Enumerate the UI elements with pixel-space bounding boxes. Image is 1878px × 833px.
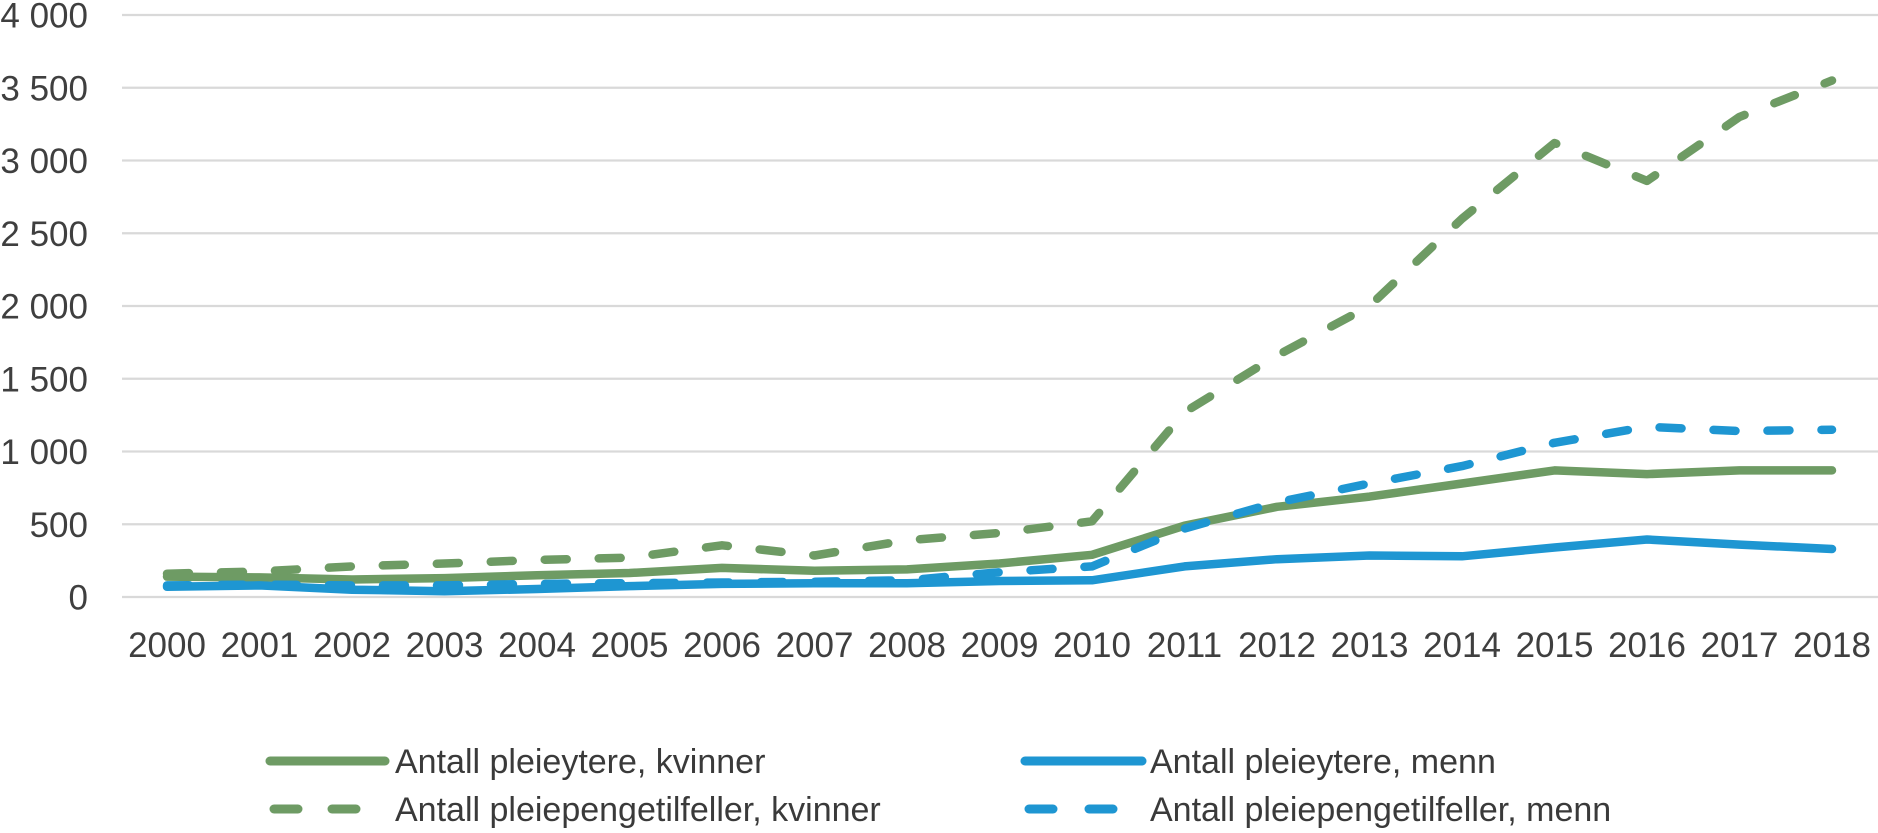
x-axis-tick-label: 2016 [1608,626,1686,665]
x-axis-tick-label: 2010 [1053,626,1131,665]
legend: Antall pleieytere, kvinner Antall pleieyt… [265,743,1611,829]
y-axis-tick-label: 3 500 [0,69,88,108]
y-axis-tick-label: 2 000 [0,288,88,327]
legend-label: Antall pleieytere, kvinner [395,743,765,781]
legend-label: Antall pleiepengetilfeller, menn [1150,791,1611,828]
x-axis-tick-label: 2013 [1331,626,1409,665]
legend-item-antall-pleiepengetilfeller-kvinner: Antall pleiepengetilfeller, kvinner [269,791,881,829]
x-axis-tick-label: 2018 [1793,626,1871,665]
x-axis-tick-label: 2007 [776,626,854,665]
x-axis-tick-label: 2009 [961,626,1039,665]
legend-label: Antall pleieytere, menn [1150,743,1496,781]
legend-item-antall-pleieytere-menn: Antall pleieytere, menn [1020,743,1496,781]
x-axis-tick-label: 2005 [591,626,669,665]
y-axis-tick-label: 1 000 [0,433,88,472]
gridlines [122,13,1878,599]
legend-label: Antall pleiepengetilfeller, kvinner [395,791,881,828]
x-axis-tick-label: 2001 [221,626,299,665]
x-axis-tick-label: 2003 [406,626,484,665]
x-axis-tick-label: 2000 [128,626,206,665]
x-axis-tick-label: 2011 [1147,626,1222,665]
series-line-antall-pleieytere-kvinner [162,466,1837,584]
series-line-antall-pleieytere-menn [162,535,1837,596]
legend-item-antall-pleiepengetilfeller-menn: Antall pleiepengetilfeller, menn [1024,791,1611,829]
y-axis-tick-label: 4 000 [0,0,88,36]
y-axis-tick-label: 0 [69,579,88,618]
x-axis-tick-label: 2017 [1701,626,1779,665]
y-axis-tick-label: 2 500 [0,215,88,254]
y-axis-tick-label: 500 [30,506,88,545]
y-axis-tick-label: 3 000 [0,142,88,181]
y-axis: 0 500 1 000 1 500 2 000 2 500 3 000 3 500 4 000 [0,0,88,618]
x-axis: 2000 2001 2002 2003 2004 2005 2006 2007 2008 2009… [128,626,1871,665]
series-line-antall-pleiepengetilfeller-menn [162,422,1837,590]
x-axis-tick-label: 2012 [1238,626,1316,665]
x-axis-tick-label: 2008 [868,626,946,665]
x-axis-tick-label: 2004 [498,626,576,665]
x-axis-tick-label: 2015 [1516,626,1594,665]
y-axis-tick-label: 1 500 [0,360,88,399]
series-line-antall-pleiepengetilfeller-kvinner [162,76,1837,578]
x-axis-tick-label: 2006 [683,626,761,665]
x-axis-tick-label: 2002 [313,626,391,665]
legend-item-antall-pleieytere-kvinner: Antall pleieytere, kvinner [265,743,765,781]
series-lines [162,76,1837,596]
x-axis-tick-label: 2014 [1423,626,1501,665]
